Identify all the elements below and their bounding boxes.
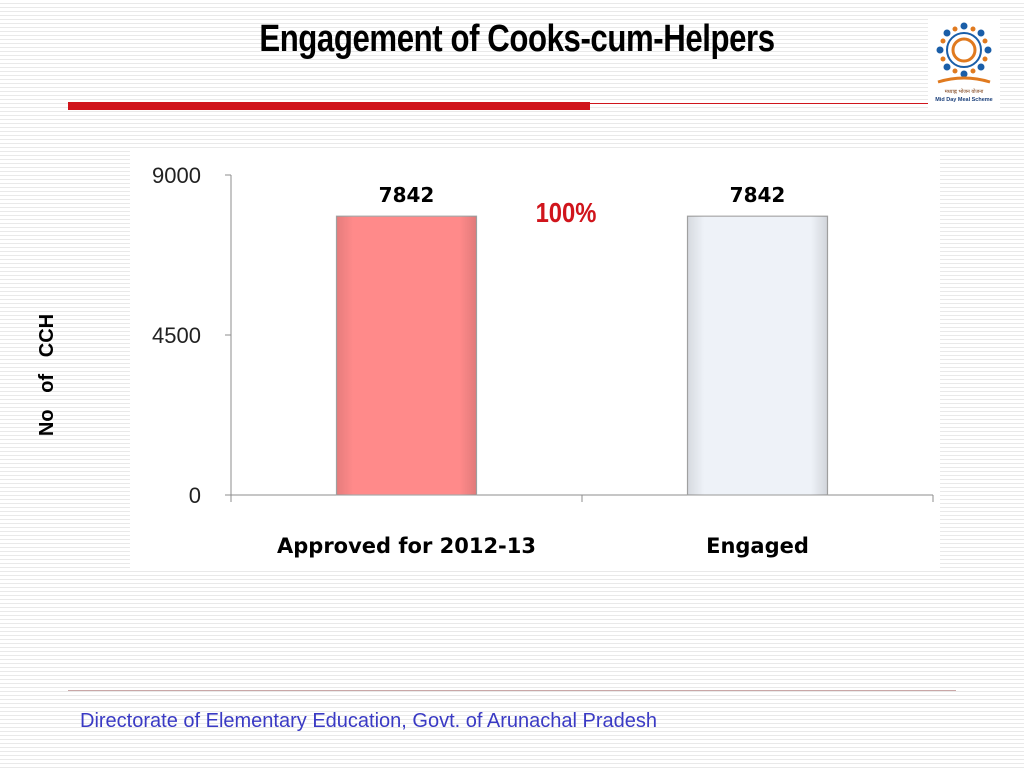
logo-line2: Mid Day Meal Scheme: [935, 97, 992, 103]
y-tick-label: 0: [189, 483, 201, 508]
y-axis-label: No of CCH: [36, 314, 58, 436]
bar-value-label: 7842: [379, 183, 435, 207]
x-category-label: Engaged: [706, 534, 809, 558]
y-tick-label: 9000: [152, 163, 201, 188]
percentage-annotation: 100%: [536, 196, 597, 228]
x-category-label: Approved for 2012-13: [277, 534, 536, 558]
y-tick-label: 4500: [152, 323, 201, 348]
logo-line1: मध्याह्न भोजन योजना: [945, 88, 984, 95]
mid-day-meal-logo-icon: मध्याह्न भोजन योजना Mid Day Meal Scheme: [935, 22, 993, 103]
footer-text: Directorate of Elementary Education, Gov…: [80, 710, 657, 732]
mid-day-meal-logo: मध्याह्न भोजन योजना Mid Day Meal Scheme: [928, 16, 1000, 108]
bar-value-label: 7842: [730, 183, 786, 207]
bar-shading: [687, 216, 828, 495]
page-title: Engagement of Cooks-cum-Helpers: [259, 18, 775, 60]
footer-divider: [68, 690, 956, 691]
title-underline-thin: [590, 103, 930, 104]
title-underline-thick: [68, 102, 590, 110]
bar-shading: [336, 216, 477, 495]
